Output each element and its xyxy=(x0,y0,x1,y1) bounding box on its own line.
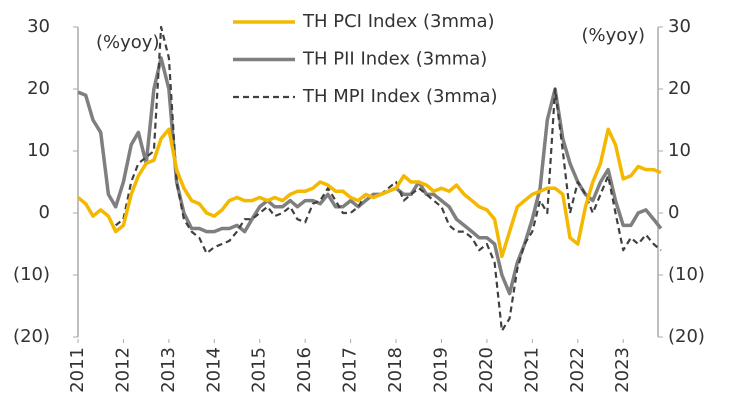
x-tick-label: 2018 xyxy=(385,347,406,393)
legend-label: TH PCI Index (3mma) xyxy=(302,11,495,32)
x-tick-label: 2012 xyxy=(112,347,133,393)
series-line xyxy=(115,25,662,332)
y2-tick-label: 20 xyxy=(668,78,691,99)
x-tick-label: 2011 xyxy=(67,347,88,393)
x-tick-label: 2016 xyxy=(294,347,315,393)
legend-label: TH MPI Index (3mma) xyxy=(302,86,498,107)
y2-tick-label: 0 xyxy=(668,202,679,223)
x-tick-label: 2015 xyxy=(249,347,270,393)
x-tick-label: 2019 xyxy=(430,347,451,393)
unit-label: (%yoy) xyxy=(96,32,159,53)
series-line xyxy=(76,127,662,259)
y-tick-label: 20 xyxy=(27,78,50,99)
y2-tick-label: (10) xyxy=(668,264,705,285)
y-tick-label: 30 xyxy=(27,16,50,37)
unit-label: (%yoy) xyxy=(582,25,645,46)
x-tick-label: 2017 xyxy=(340,347,361,393)
x-tick-label: 2022 xyxy=(567,347,588,393)
y-tick-label: 10 xyxy=(27,140,50,161)
legend-label: TH PII Index (3mma) xyxy=(302,49,487,70)
y-tick-label: (20) xyxy=(13,326,50,347)
x-tick-label: 2023 xyxy=(612,347,633,393)
x-tick-label: 2013 xyxy=(158,347,179,393)
x-tick-label: 2014 xyxy=(203,347,224,393)
y-tick-label: 0 xyxy=(39,202,50,223)
x-tick-label: 2020 xyxy=(476,347,497,393)
y2-tick-label: (20) xyxy=(668,326,705,347)
y2-tick-label: 10 xyxy=(668,140,691,161)
x-tick-label: 2021 xyxy=(521,347,542,393)
y2-tick-label: 30 xyxy=(668,16,691,37)
y-tick-label: (10) xyxy=(13,264,50,285)
